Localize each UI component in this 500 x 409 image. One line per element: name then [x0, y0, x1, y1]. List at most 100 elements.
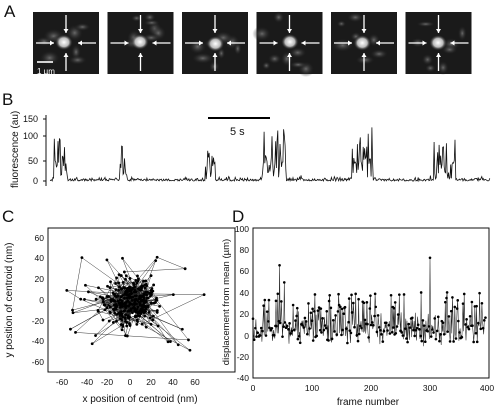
centroid-point — [176, 343, 180, 347]
displacement-point — [372, 323, 375, 327]
panel-d-ylabel: displacement from mean (µm) — [221, 239, 232, 365]
centroid-point — [123, 309, 127, 312]
centroid-point — [136, 274, 139, 278]
displacement-point — [435, 329, 439, 333]
centroid-point — [112, 308, 116, 312]
centroid-point — [108, 305, 112, 309]
displacement-point — [282, 281, 286, 284]
centroid-point — [109, 299, 113, 303]
centroid-point — [115, 276, 118, 280]
displacement-point — [407, 322, 411, 326]
displacement-point — [336, 310, 340, 313]
pointer-arrow-icon — [152, 40, 171, 46]
displacement-point — [461, 302, 465, 305]
centroid-point — [143, 286, 147, 290]
centroid-point — [90, 342, 94, 346]
centroid-point — [135, 323, 139, 326]
panel-d-frame — [252, 227, 490, 379]
centroid-point — [115, 312, 119, 316]
pointer-arrow-icon — [212, 15, 218, 33]
displacement-point — [386, 329, 389, 332]
centroid-point — [125, 296, 129, 300]
displacement-point — [445, 291, 449, 294]
displacement-point — [313, 293, 317, 296]
displacement-point — [256, 331, 260, 335]
centroid-point — [122, 286, 126, 289]
panel-c-xticks: -60 -40 -20 0 20 40 60 — [56, 377, 200, 387]
displacement-point — [359, 324, 362, 328]
displacement-point — [360, 326, 363, 330]
centroid-point — [142, 279, 145, 283]
centroid-point — [151, 318, 155, 322]
centroid-point — [155, 296, 158, 300]
displacement-point — [343, 305, 347, 309]
displacement-point — [328, 293, 332, 297]
centroid-point — [132, 281, 135, 285]
displacement-point — [457, 319, 460, 323]
panel-c-yticks: 60 40 20 0 -20 -40 -60 — [32, 233, 45, 367]
centroid-point — [74, 331, 77, 334]
displacement-point — [334, 314, 337, 317]
displacement-point — [283, 321, 287, 324]
displacement-point — [427, 325, 431, 328]
pointer-arrow-icon — [138, 15, 143, 33]
centroid-point — [149, 301, 153, 305]
pointer-arrow-icon — [212, 53, 218, 71]
displacement-point — [447, 315, 451, 318]
displacement-point — [291, 303, 295, 307]
displacement-point — [441, 321, 445, 325]
fluorescence-trace — [49, 127, 491, 183]
displacement-point — [307, 302, 310, 305]
pointer-arrow-icon — [436, 15, 441, 33]
displacement-point — [436, 315, 440, 319]
displacement-line — [252, 257, 486, 347]
displacement-point — [350, 293, 353, 297]
microscopy-frame — [330, 12, 397, 74]
centroid-point — [136, 314, 140, 318]
panel-c-xlabel: x position of centroid (nm) — [82, 394, 197, 405]
centroid-point — [101, 297, 104, 300]
displacement-point — [354, 292, 357, 296]
centroid-point — [137, 277, 140, 281]
panel-c-ytick: 40 — [35, 253, 45, 263]
displacement-point — [268, 326, 271, 330]
displacement-point — [393, 301, 397, 304]
centroid-point — [124, 306, 128, 310]
centroid-point — [116, 299, 120, 303]
displacement-point — [301, 324, 304, 327]
panel-d-ytick: -20 — [237, 352, 250, 362]
centroid-point — [117, 281, 121, 285]
displacement-point — [290, 329, 294, 333]
centroid-point — [128, 276, 132, 280]
displacement-point — [294, 319, 297, 322]
centroid-point — [155, 309, 159, 312]
displacement-point — [344, 327, 348, 330]
displacement-point — [416, 323, 420, 327]
panel-c-xtick: -20 — [101, 377, 114, 387]
displacement-point — [316, 309, 320, 312]
centroid-point — [133, 314, 137, 318]
displacement-point — [392, 326, 395, 329]
centroid-point — [119, 274, 123, 277]
displacement-point — [380, 333, 383, 336]
displacement-point — [265, 310, 269, 313]
centroid-point — [134, 297, 138, 301]
centroid-point — [87, 290, 90, 294]
displacement-point — [272, 333, 276, 337]
displacement-point — [432, 331, 435, 334]
centroid-point — [133, 306, 137, 310]
panel-d-yticks: 100 80 60 40 20 0 -20 -40 — [235, 224, 249, 383]
centroid-point — [133, 294, 137, 298]
centroid-point — [146, 296, 150, 300]
centroid-point — [127, 316, 131, 320]
panel-b-ytick: 50 — [28, 156, 38, 166]
displacement-point — [479, 327, 483, 331]
panel-d-xticks: 0 100 200 300 400 — [251, 383, 495, 393]
centroid-point — [108, 286, 112, 289]
panel-b-ytick: 150 — [23, 114, 38, 124]
centroid-point — [130, 288, 134, 291]
pointer-arrow-icon — [450, 40, 469, 46]
displacement-point — [395, 325, 399, 328]
centroid-point — [105, 295, 109, 299]
